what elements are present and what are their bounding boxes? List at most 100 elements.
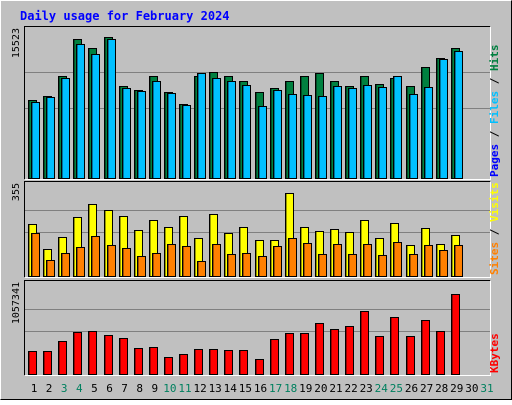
- legend-part: /: [488, 124, 501, 144]
- panel-legend: Sites / Visits: [488, 182, 501, 275]
- bar-kbytes-day-25: [390, 317, 399, 375]
- x-tick-label-25: 25: [390, 382, 403, 395]
- panel-max-label: 15523: [11, 28, 22, 58]
- bar-files-day-12: [197, 73, 206, 179]
- x-tick-label-23: 23: [360, 382, 373, 395]
- x-tick-label-6: 6: [106, 382, 113, 395]
- bar-kbytes-day-7: [119, 338, 128, 375]
- bar-sites-day-7: [122, 248, 131, 277]
- bar-files-day-4: [76, 44, 85, 179]
- x-tick-label-7: 7: [121, 382, 128, 395]
- x-tick-label-28: 28: [435, 382, 448, 395]
- x-tick-label-2: 2: [46, 382, 53, 395]
- x-tick-label-8: 8: [136, 382, 143, 395]
- bar-sites-day-19: [303, 243, 312, 277]
- bar-kbytes-day-27: [421, 320, 430, 375]
- x-tick-label-18: 18: [284, 382, 297, 395]
- bar-kbytes-day-11: [179, 354, 188, 375]
- x-tick-label-19: 19: [299, 382, 312, 395]
- bar-kbytes-day-6: [104, 335, 113, 375]
- bar-sites-day-21: [333, 244, 342, 277]
- bar-kbytes-day-5: [88, 331, 97, 375]
- bar-sites-day-14: [227, 254, 236, 277]
- x-tick-label-5: 5: [91, 382, 98, 395]
- bar-kbytes-day-26: [406, 336, 415, 375]
- bar-kbytes-day-15: [239, 350, 248, 375]
- bar-files-day-22: [348, 88, 357, 179]
- x-tick-label-16: 16: [254, 382, 267, 395]
- x-tick-label-21: 21: [329, 382, 342, 395]
- x-tick-label-24: 24: [375, 382, 389, 395]
- panel-bevel-light: [24, 280, 491, 376]
- bar-kbytes-day-2: [43, 351, 52, 375]
- legend-part: /: [488, 222, 501, 242]
- bar-files-day-26: [409, 94, 418, 179]
- bar-files-day-25: [393, 76, 402, 179]
- bar-sites-day-8: [137, 256, 146, 277]
- bar-sites-day-3: [61, 253, 70, 277]
- bar-sites-day-25: [393, 242, 402, 277]
- legend-part: Hits: [488, 45, 501, 72]
- bar-files-day-5: [91, 54, 100, 179]
- bar-kbytes-day-1: [28, 351, 37, 375]
- bar-files-day-10: [167, 93, 176, 179]
- bar-sites-day-26: [409, 254, 418, 277]
- bar-sites-day-27: [424, 245, 433, 277]
- bar-sites-day-20: [318, 254, 327, 277]
- bar-files-day-23: [363, 85, 372, 179]
- bar-files-day-29: [454, 51, 463, 179]
- bar-kbytes-day-9: [149, 347, 158, 375]
- x-tick-label-13: 13: [209, 382, 222, 395]
- bar-sites-day-18: [288, 238, 297, 277]
- x-tick-label-11: 11: [178, 382, 191, 395]
- bar-files-day-11: [182, 105, 191, 179]
- bar-kbytes-day-14: [224, 350, 233, 375]
- bar-sites-day-4: [76, 247, 85, 277]
- bar-kbytes-day-10: [164, 357, 173, 375]
- bar-sites-day-15: [242, 253, 251, 277]
- bar-kbytes-day-4: [73, 332, 82, 375]
- bar-kbytes-day-23: [360, 311, 369, 375]
- bar-kbytes-day-19: [300, 333, 309, 375]
- bar-sites-day-2: [46, 260, 55, 277]
- bar-sites-day-10: [167, 244, 176, 277]
- panel-max-label: 355: [11, 183, 22, 201]
- bar-sites-day-16: [258, 256, 267, 277]
- panel-legend: Pages / Files / Hits: [488, 45, 501, 178]
- bar-files-day-28: [439, 59, 448, 179]
- x-tick-label-9: 9: [151, 382, 158, 395]
- panel-hits-files-pages: 15523 Pages / Files / Hits: [11, 26, 501, 180]
- x-tick-label-22: 22: [344, 382, 357, 395]
- panel-visits-sites: 355 Sites / Visits: [11, 181, 501, 278]
- bar-kbytes-day-12: [194, 349, 203, 375]
- panel-max-label: 1057341: [11, 282, 22, 324]
- bar-files-day-27: [424, 87, 433, 179]
- panel-bevel-light: [24, 181, 491, 278]
- bar-files-day-15: [242, 85, 251, 179]
- panel-bevel-dark: [24, 280, 491, 376]
- bar-sites-day-28: [439, 250, 448, 277]
- chart-panels: 15523 Pages / Files / Hits 355 Sites / Visi…: [11, 26, 501, 376]
- x-tick-label-12: 12: [193, 382, 206, 395]
- bar-files-day-7: [122, 88, 131, 179]
- panel-legend: KBytes: [488, 333, 501, 373]
- legend-part: KBytes: [488, 333, 501, 373]
- bar-files-day-2: [46, 97, 55, 179]
- bar-files-day-19: [303, 95, 312, 179]
- bar-files-day-16: [258, 106, 267, 179]
- x-tick-label-17: 17: [269, 382, 282, 395]
- bar-files-day-13: [212, 78, 221, 179]
- x-tick-label-30: 30: [465, 382, 478, 395]
- bar-files-day-9: [152, 81, 161, 179]
- bar-kbytes-day-18: [285, 333, 294, 375]
- panel-kbytes: 1057341 KBytes: [11, 280, 501, 376]
- bar-sites-day-17: [273, 246, 282, 277]
- bar-kbytes-day-21: [330, 329, 339, 375]
- bar-files-day-18: [288, 94, 297, 179]
- bar-kbytes-day-20: [315, 323, 324, 375]
- bar-kbytes-day-24: [375, 336, 384, 375]
- bar-sites-day-9: [152, 253, 161, 277]
